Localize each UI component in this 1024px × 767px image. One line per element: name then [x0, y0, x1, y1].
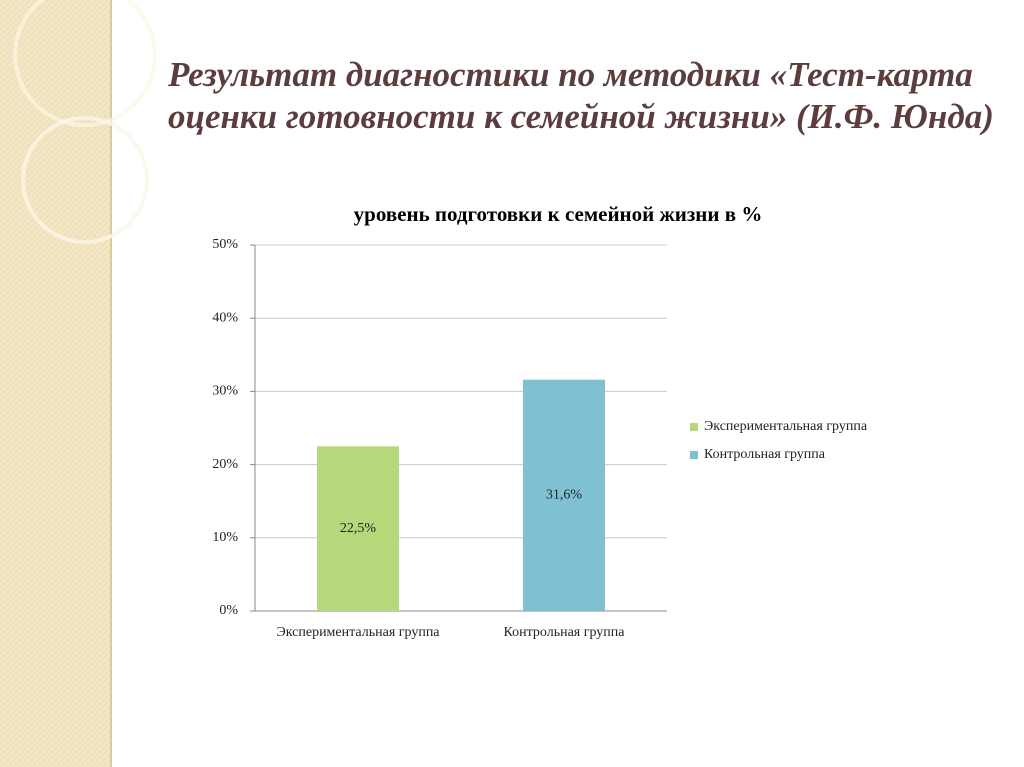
- slide-title: оценки готовности к семейной жизни» (И.Ф…: [168, 97, 994, 136]
- legend-label: Контрольная группа: [704, 447, 826, 462]
- slide-title: Результат диагностики по методики «Тест-…: [167, 55, 973, 94]
- y-tick-label: 40%: [212, 310, 238, 325]
- side-strip: [0, 0, 110, 767]
- decor: [13, 0, 157, 244]
- legend-label: Экспериментальная группа: [704, 419, 868, 434]
- chart-title: уровень подготовки к семейной жизни в %: [354, 202, 763, 226]
- x-tick-label: Экспериментальная группа: [276, 625, 440, 640]
- y-tick-label: 50%: [212, 237, 238, 252]
- y-tick-label: 20%: [212, 457, 238, 472]
- y-tick-label: 0%: [219, 603, 238, 618]
- data-label: 22,5%: [340, 521, 377, 536]
- bar: [523, 379, 605, 611]
- x-tick-label: Контрольная группа: [503, 625, 625, 640]
- bar: [317, 446, 399, 611]
- data-label: 31,6%: [546, 488, 583, 503]
- legend-swatch: [690, 423, 698, 431]
- y-tick-label: 30%: [212, 384, 238, 399]
- legend-swatch: [690, 451, 698, 459]
- y-tick-label: 10%: [212, 530, 238, 545]
